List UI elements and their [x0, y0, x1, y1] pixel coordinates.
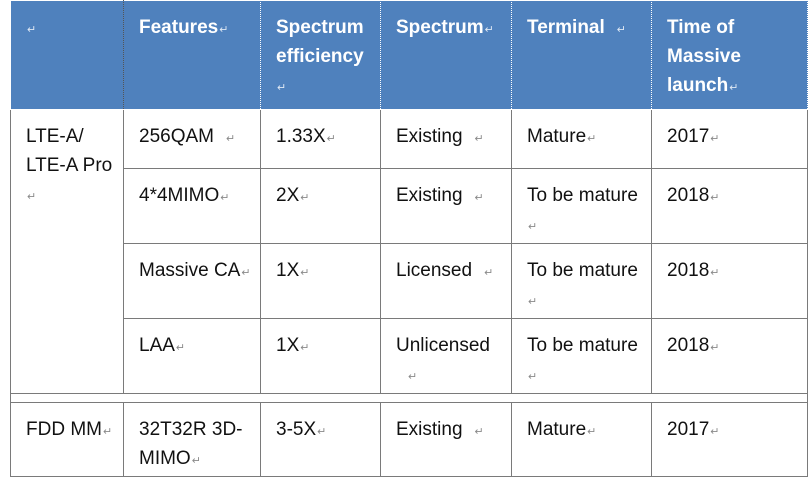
table-row: LAA↵ 1X↵ Unlicensed↵ To be mature↵ 2018↵ [11, 318, 808, 394]
paragraph-mark-icon: ↵ [710, 267, 720, 279]
cell-spectrum: Existing ↵ [380, 109, 512, 169]
table-row: Massive CA↵ 1X↵ Licensed ↵ To be mature↵ … [11, 243, 808, 319]
paragraph-mark-icon: ↵ [528, 221, 538, 233]
paragraph-mark-icon: ↵ [175, 342, 186, 354]
cell-feature: 4*4MIMO↵ [123, 168, 261, 244]
header-cell-launch: Time of Massive launch↵ [651, 0, 808, 110]
paragraph-mark-icon: ↵ [191, 455, 201, 467]
group-cell-fdd: FDD MM↵ [10, 402, 124, 477]
cell-terminal: Mature↵ [511, 402, 652, 477]
paragraph-mark-icon: ↵ [710, 342, 720, 354]
paragraph-mark-icon: ↵ [528, 296, 538, 308]
cell-launch: 2018↵ [651, 168, 808, 244]
header-cell-efficiency: Spectrum efficiency↵ [260, 0, 381, 110]
header-cell-features: Features↵ [123, 0, 261, 110]
cell-feature: 256QAM ↵ [123, 109, 261, 169]
cell-terminal: To be mature↵ [511, 243, 652, 319]
paragraph-mark-icon: ↵ [300, 342, 310, 354]
cell-launch: 2017↵ [651, 109, 808, 169]
paragraph-mark-icon: ↵ [729, 82, 739, 94]
group-cell-lte: LTE-A/ LTE-A Pro↵ [10, 109, 124, 394]
paragraph-mark-icon: ↵ [317, 426, 327, 438]
table-row: 4*4MIMO↵ 2X↵ Existing ↵ To be mature↵ 201… [11, 168, 808, 244]
document-page: ↵ Features↵ Spectrum efficiency↵ Spectru… [10, 0, 808, 477]
paragraph-mark-icon: ↵ [27, 24, 37, 36]
paragraph-mark-icon: ↵ [300, 192, 310, 204]
separator-cell [10, 393, 808, 403]
paragraph-mark-icon: ↵ [587, 426, 597, 438]
paragraph-mark-icon: ↵ [710, 426, 720, 438]
cell-launch: 2017↵ [651, 402, 808, 477]
paragraph-mark-icon: ↵ [219, 24, 229, 36]
table-row: LTE-A/ LTE-A Pro↵ 256QAM ↵ 1.33X↵ Existin… [10, 109, 808, 394]
paragraph-mark-icon: ↵ [241, 267, 251, 279]
cell-efficiency: 1X↵ [260, 243, 381, 319]
paragraph-mark-icon: ↵ [102, 426, 113, 438]
paragraph-mark-icon: ↵ [408, 371, 418, 383]
paragraph-mark-icon: ↵ [277, 82, 287, 94]
cell-launch: 2018↵ [651, 318, 808, 394]
cell-terminal: Mature↵ [511, 109, 652, 169]
cell-feature: 32T32R 3D-MIMO↵ [123, 402, 261, 477]
paragraph-mark-icon: ↵ [27, 191, 37, 203]
cell-efficiency: 1.33X↵ [260, 109, 381, 169]
paragraph-mark-icon: ↵ [474, 133, 484, 145]
table-header-row: ↵ Features↵ Spectrum efficiency↵ Spectru… [10, 0, 808, 110]
paragraph-mark-icon: ↵ [225, 133, 236, 145]
paragraph-mark-icon: ↵ [484, 267, 494, 279]
cell-terminal: To be mature↵ [511, 168, 652, 244]
cell-feature: LAA↵ [123, 318, 261, 394]
paragraph-mark-icon: ↵ [474, 192, 484, 204]
cell-spectrum: Existing ↵ [380, 402, 512, 477]
cell-terminal: To be mature↵ [511, 318, 652, 394]
paragraph-mark-icon: ↵ [484, 24, 494, 36]
header-cell-spectrum: Spectrum↵ [380, 0, 512, 110]
paragraph-mark-icon: ↵ [300, 267, 310, 279]
paragraph-mark-icon: ↵ [326, 133, 336, 145]
paragraph-mark-icon: ↵ [710, 192, 720, 204]
paragraph-mark-icon: ↵ [528, 371, 538, 383]
cell-efficiency: 1X↵ [260, 318, 381, 394]
group-separator [10, 393, 808, 403]
header-cell-terminal: Terminal ↵ [511, 0, 652, 110]
lte-features-table: ↵ Features↵ Spectrum efficiency↵ Spectru… [10, 0, 808, 477]
paragraph-mark-icon: ↵ [616, 24, 626, 36]
paragraph-mark-icon: ↵ [587, 133, 597, 145]
cell-launch: 2018↵ [651, 243, 808, 319]
cell-feature: Massive CA↵ [123, 243, 261, 319]
paragraph-mark-icon: ↵ [220, 192, 230, 204]
cell-spectrum: Existing ↵ [380, 168, 512, 244]
cell-spectrum: Unlicensed↵ [380, 318, 512, 394]
paragraph-mark-icon: ↵ [710, 133, 720, 145]
cell-spectrum: Licensed ↵ [380, 243, 512, 319]
header-cell-blank: ↵ [10, 0, 124, 110]
paragraph-mark-icon: ↵ [474, 426, 484, 438]
table-row: FDD MM↵ 32T32R 3D-MIMO↵ 3-5X↵ Existing ↵ … [10, 402, 808, 477]
cell-efficiency: 2X↵ [260, 168, 381, 244]
cell-efficiency: 3-5X↵ [260, 402, 381, 477]
